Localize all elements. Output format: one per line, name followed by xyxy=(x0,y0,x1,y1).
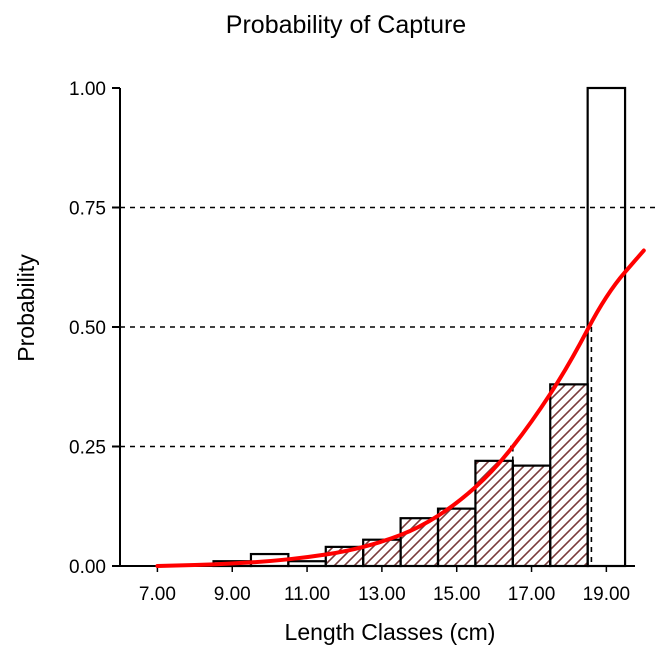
x-tick-label-6: 19.00 xyxy=(583,584,631,605)
bar-10 xyxy=(511,464,552,568)
x-tick-label-3: 13.00 xyxy=(358,584,406,605)
y-tick-label-3: 0.75 xyxy=(69,199,106,220)
y-tick-label-1: 0.25 xyxy=(69,438,106,459)
y-tick-label-2: 0.50 xyxy=(69,318,106,339)
bars-group xyxy=(212,86,627,568)
x-tick-label-5: 17.00 xyxy=(508,584,556,605)
x-ticks-group: 7.00 9.00 11.00 13.00 15.00 17.00 19.00 xyxy=(139,566,630,605)
x-tick-label-1: 9.00 xyxy=(214,584,251,605)
y-tick-label-4: 1.00 xyxy=(69,79,106,100)
y-axis-label: Probability xyxy=(13,254,39,362)
fitted-curve xyxy=(155,248,646,568)
y-ticks-group: 0.00 0.25 0.50 0.75 1.00 xyxy=(69,79,120,578)
bar-11 xyxy=(549,383,589,568)
reference-lines xyxy=(120,206,655,566)
bar-9 xyxy=(474,459,514,568)
chart-title: Probability of Capture xyxy=(226,11,466,39)
x-axis-label: Length Classes (cm) xyxy=(285,619,496,645)
x-tick-label-0: 7.00 xyxy=(139,584,176,605)
bar-12 xyxy=(586,86,627,568)
x-tick-label-2: 11.00 xyxy=(284,584,330,605)
bar-8 xyxy=(436,507,477,568)
x-tick-label-4: 15.00 xyxy=(433,584,481,605)
y-tick-label-0: 0.00 xyxy=(69,557,106,578)
curve-group xyxy=(155,248,646,568)
